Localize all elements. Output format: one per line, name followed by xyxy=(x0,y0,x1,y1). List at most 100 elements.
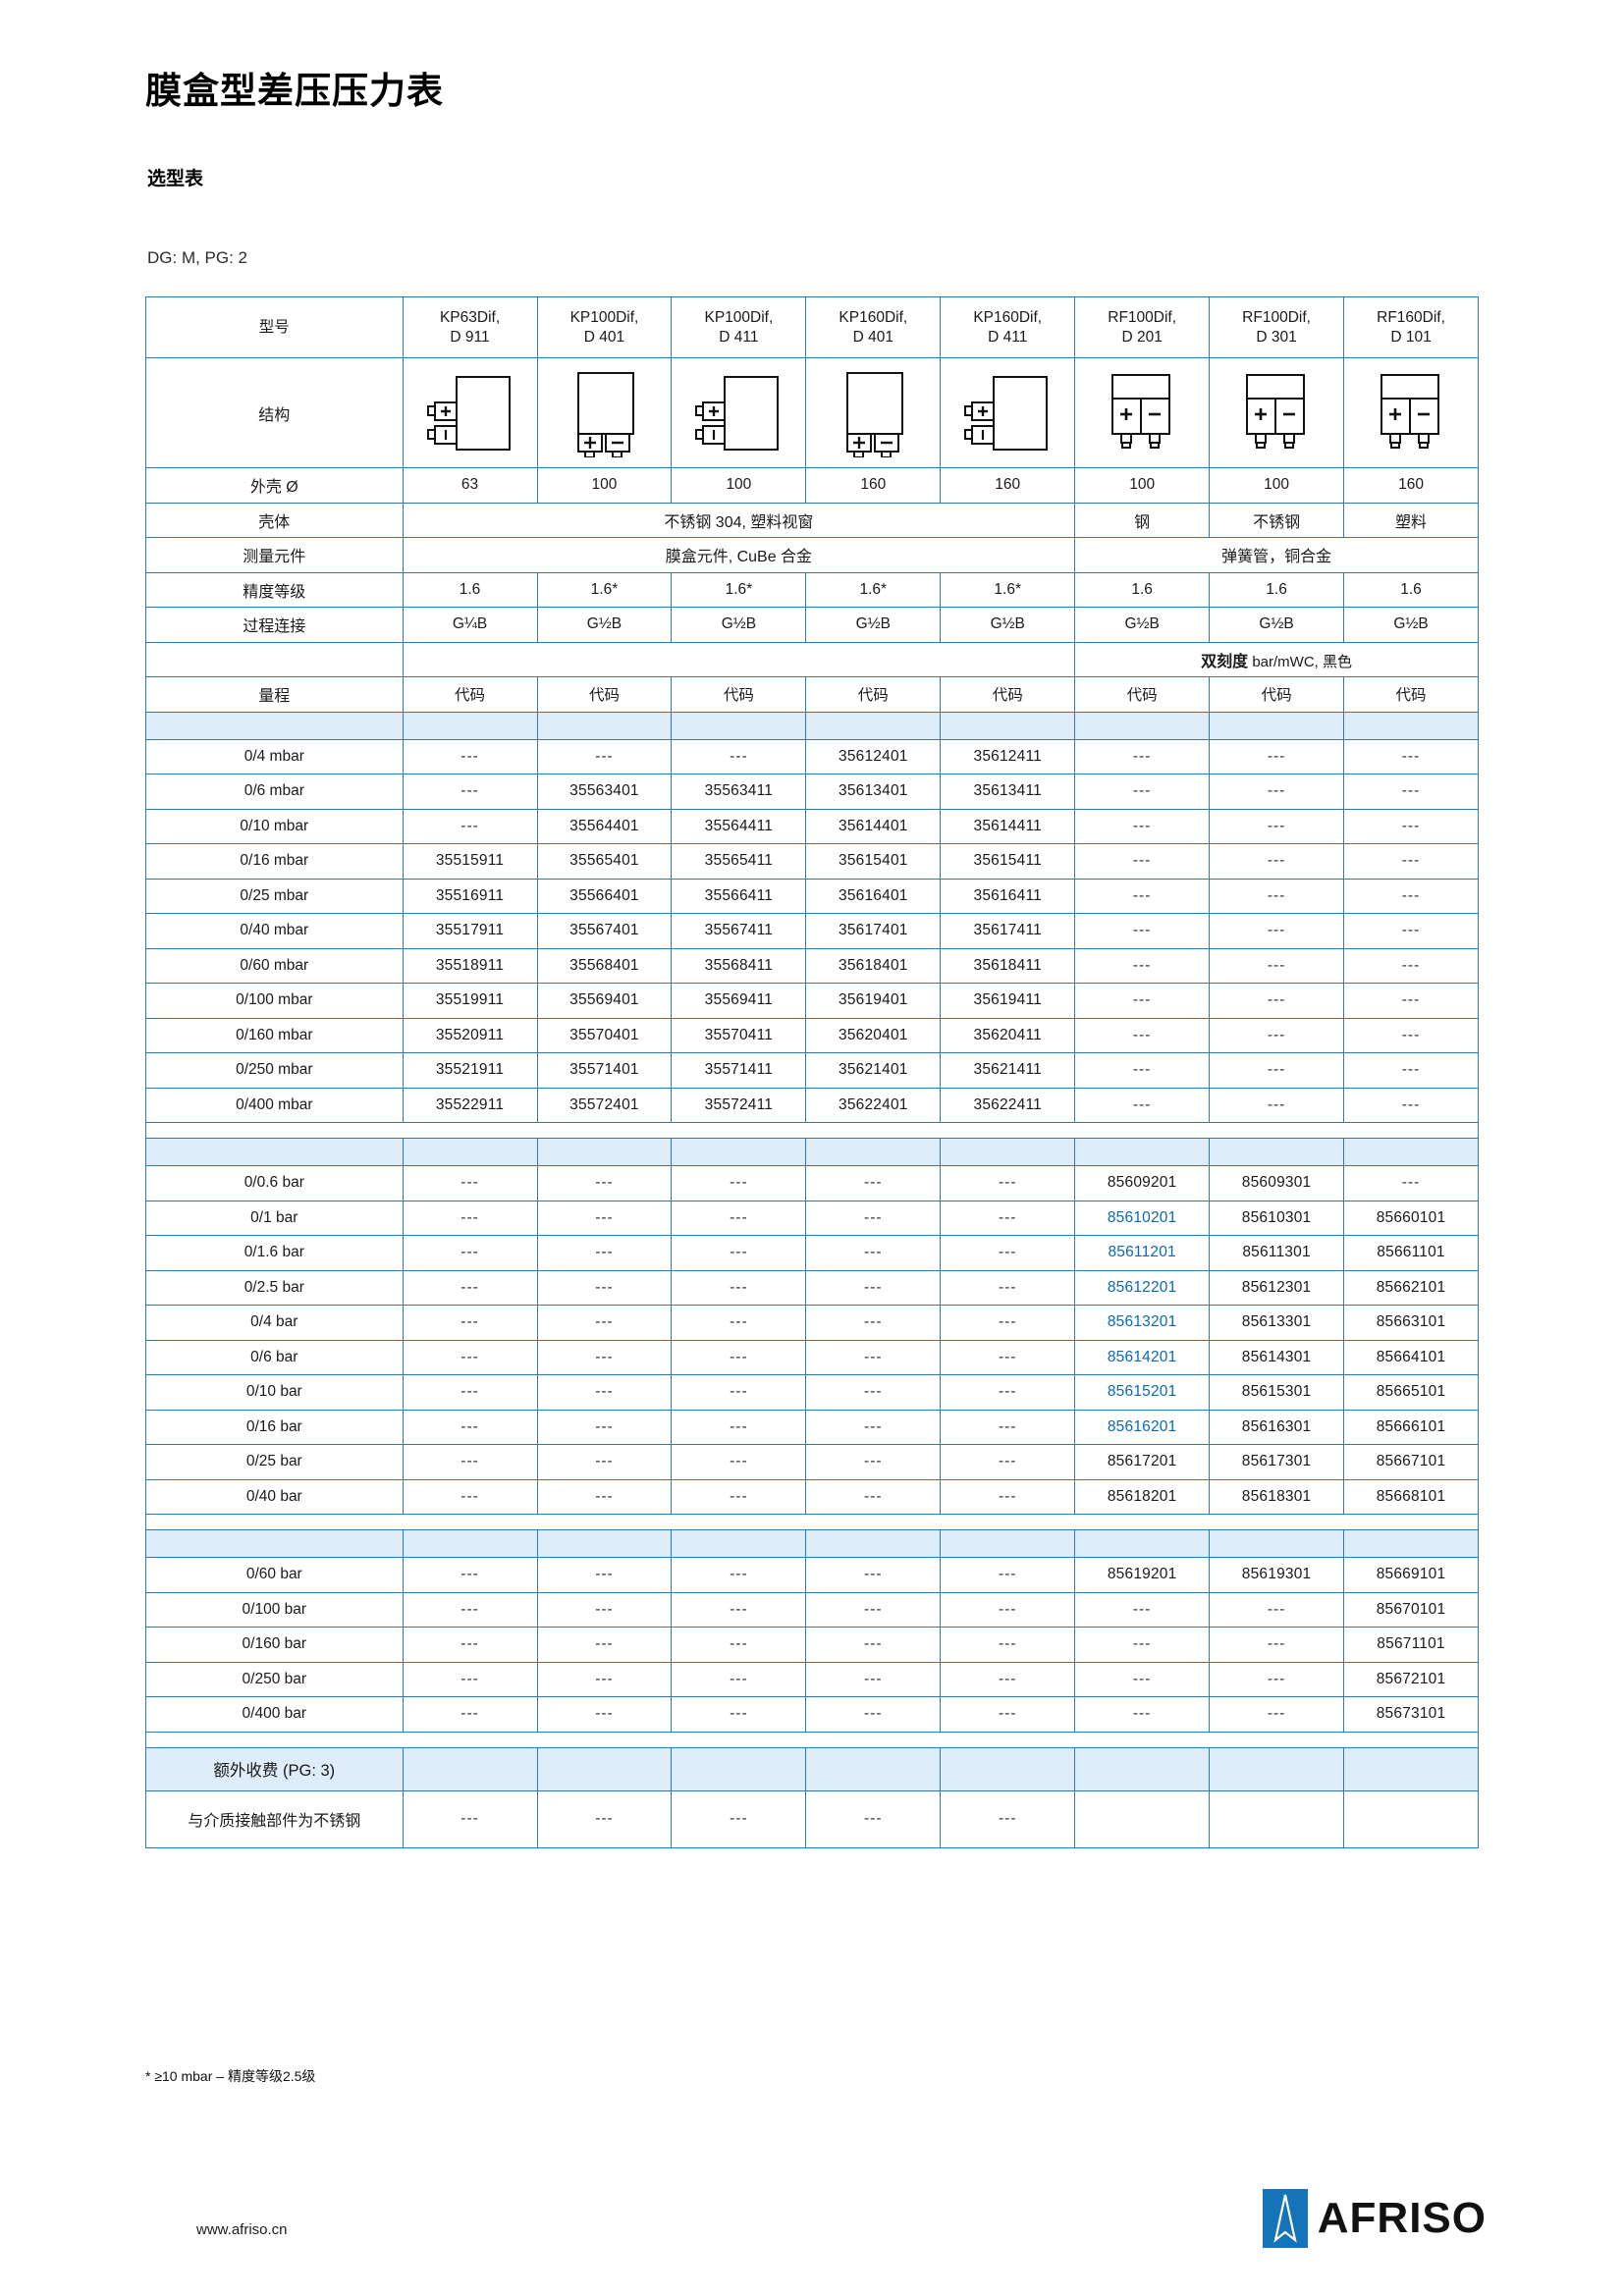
table-row: 0/16 bar --- --- --- --- --- 85616201 85616301 8… xyxy=(145,1409,1479,1445)
extra-fee-cell-7 xyxy=(1343,1746,1479,1791)
housing-right-0: 钢 xyxy=(1074,502,1211,538)
process-connection-0: G¼B xyxy=(402,607,538,643)
dual-scale-row: 双刻度 bar/mWC, 黑色 xyxy=(145,641,1479,677)
code-cell: --- xyxy=(1074,1052,1211,1089)
code-cell: 85667101 xyxy=(1343,1444,1479,1480)
code-cell: 85613201 xyxy=(1074,1305,1211,1341)
code-cell: 85612201 xyxy=(1074,1269,1211,1306)
code-cell: --- xyxy=(1343,738,1479,774)
process-connection-6: G½B xyxy=(1209,607,1345,643)
code-cell: 85614301 xyxy=(1209,1339,1345,1375)
code-header-1: 代码 xyxy=(536,676,673,713)
housing-row: 壳体 不锈钢 304, 塑料视窗钢不锈钢 塑料 xyxy=(145,502,1479,538)
code-cell: --- xyxy=(940,1305,1076,1341)
wetted-parts-cell-5 xyxy=(1074,1789,1211,1848)
code-cell: --- xyxy=(1343,878,1479,914)
code-cell: --- xyxy=(402,1305,538,1341)
code-cell: --- xyxy=(805,1374,942,1411)
code-cell: 85619201 xyxy=(1074,1557,1211,1593)
code-cell: 35515911 xyxy=(402,843,538,880)
code-cell: 85662101 xyxy=(1343,1269,1479,1306)
code-cell: --- xyxy=(536,1478,673,1515)
code-cell: --- xyxy=(1343,808,1479,844)
code-cell: 35563401 xyxy=(536,774,673,810)
case-diameter-2: 100 xyxy=(671,467,807,504)
code-cell: 85665101 xyxy=(1343,1374,1479,1411)
code-cell: 35566401 xyxy=(536,878,673,914)
case-diameter-0: 63 xyxy=(402,467,538,504)
code-cell: 35620411 xyxy=(940,1017,1076,1053)
code-cell: --- xyxy=(1209,947,1345,984)
process-connection-7: G½B xyxy=(1343,607,1479,643)
range-label: 0/40 mbar xyxy=(145,913,404,949)
code-cell: 85613301 xyxy=(1209,1305,1345,1341)
code-header-2: 代码 xyxy=(671,676,807,713)
case-diameter-5: 100 xyxy=(1074,467,1211,504)
code-cell: 35616401 xyxy=(805,878,942,914)
mbar-band-row xyxy=(145,711,1479,740)
code-cell: --- xyxy=(805,1444,942,1480)
code-cell: --- xyxy=(1074,808,1211,844)
code-cell: --- xyxy=(940,1165,1076,1201)
table-row: 0/16 mbar 35515911 35565401 35565411 3561540… xyxy=(145,843,1479,880)
column-header-5: RF100Dif, D 201 xyxy=(1074,296,1211,358)
structure-diagram-left-ports xyxy=(964,375,1049,451)
range-label: 0/6 bar xyxy=(145,1339,404,1375)
code-cell: 85617301 xyxy=(1209,1444,1345,1480)
code-cell: 35568401 xyxy=(536,947,673,984)
wetted-parts-cell-4: --- xyxy=(940,1789,1076,1848)
code-cell: --- xyxy=(671,1661,807,1697)
code-cell: --- xyxy=(940,1409,1076,1445)
afriso-wordmark: AFRISO xyxy=(1317,2194,1487,2242)
code-cell: --- xyxy=(671,1235,807,1271)
code-cell: 35619401 xyxy=(805,983,942,1019)
column-header-0: KP63Dif, D 911 xyxy=(402,296,538,358)
afriso-mark-icon xyxy=(1262,2189,1308,2248)
needle-icon xyxy=(1273,2194,1297,2243)
code-cell: 35622411 xyxy=(940,1087,1076,1123)
code-header-7: 代码 xyxy=(1343,676,1479,713)
table-row: 0/6 bar --- --- --- --- --- 85614201 85614301 85… xyxy=(145,1339,1479,1375)
code-cell: 35570401 xyxy=(536,1017,673,1053)
code-cell: --- xyxy=(940,1200,1076,1236)
range-label: 0/60 bar xyxy=(145,1557,404,1593)
code-cell: --- xyxy=(805,1661,942,1697)
range-label: 0/40 bar xyxy=(145,1478,404,1515)
bar2-band-row xyxy=(145,1529,1479,1558)
column-header-4: KP160Dif, D 411 xyxy=(940,296,1076,358)
code-cell: --- xyxy=(1209,1087,1345,1123)
process-connection-5: G½B xyxy=(1074,607,1211,643)
column-header-6: RF100Dif, D 301 xyxy=(1209,296,1345,358)
row-label-housing: 壳体 xyxy=(145,502,404,538)
code-cell: --- xyxy=(1074,1017,1211,1053)
code-cell: --- xyxy=(402,1696,538,1733)
code-cell: --- xyxy=(1209,878,1345,914)
website-url[interactable]: www.afriso.cn xyxy=(196,2221,288,2238)
table-row: 0/400 mbar 35522911 35572401 35572411 356224… xyxy=(145,1087,1479,1123)
code-cell: 35571411 xyxy=(671,1052,807,1089)
table-row: 0/160 mbar 35520911 35570401 35570411 356204… xyxy=(145,1017,1479,1053)
code-cell: 35565401 xyxy=(536,843,673,880)
code-cell: --- xyxy=(671,738,807,774)
code-cell: --- xyxy=(402,1339,538,1375)
code-cell: 35612411 xyxy=(940,738,1076,774)
table-row: 0/1 bar --- --- --- --- --- 85610201 85610301 85… xyxy=(145,1200,1479,1236)
selection-table: 型号 KP63Dif, D 911 KP100Dif, D 401 KP100Dif, D … xyxy=(145,296,1479,1848)
table-row: 0/10 bar --- --- --- --- --- 85615201 85615301 8… xyxy=(145,1374,1479,1411)
code-cell: --- xyxy=(1074,983,1211,1019)
code-cell: --- xyxy=(1074,1696,1211,1733)
code-cell: --- xyxy=(671,1696,807,1733)
code-cell: --- xyxy=(940,1661,1076,1697)
column-header-2: KP100Dif, D 411 xyxy=(671,296,807,358)
code-cell: --- xyxy=(536,1200,673,1236)
accuracy-1: 1.6* xyxy=(536,571,673,608)
structure-diagram-dual-ports xyxy=(1111,373,1171,449)
row-label-range: 量程 xyxy=(145,676,404,713)
case-diameter-4: 160 xyxy=(940,467,1076,504)
structure-diagram-left-ports xyxy=(426,375,511,451)
table-row: 0/250 bar --- --- --- --- --- --- --- 85672101 xyxy=(145,1661,1479,1697)
housing-left-value: 不锈钢 304, 塑料视窗 xyxy=(402,502,1076,538)
code-header-4: 代码 xyxy=(940,676,1076,713)
range-label: 0/25 bar xyxy=(145,1444,404,1480)
code-cell: 35517911 xyxy=(402,913,538,949)
